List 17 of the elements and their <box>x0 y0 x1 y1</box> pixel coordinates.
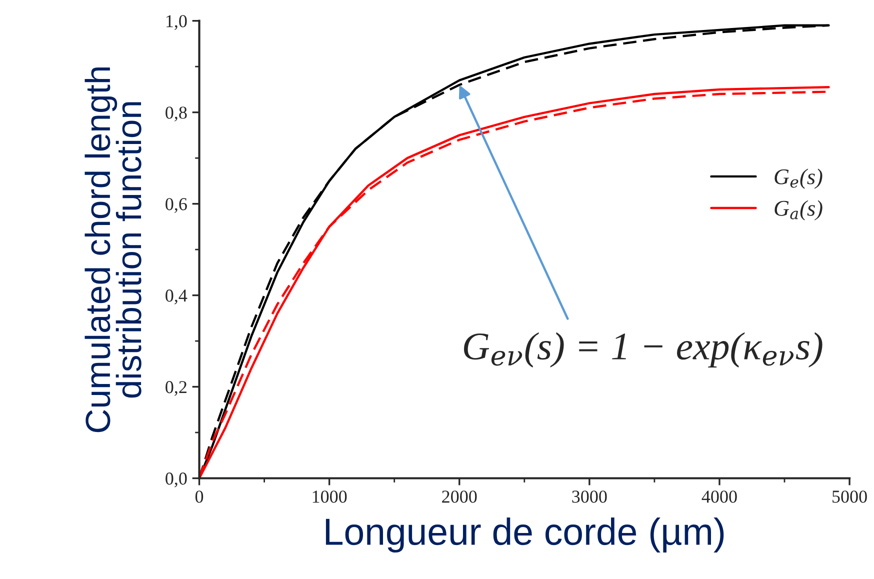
legend-label: G$_{e}$(s) <box>774 168 822 189</box>
x-tick-label: 2000 <box>442 490 477 503</box>
y-tick-label: 0,0 <box>166 472 187 488</box>
legend-label: G$_{a}$(s) <box>774 200 822 220</box>
y-tick-label: 0,2 <box>166 381 186 396</box>
y-axis-title: Cumulated chord length distribution function <box>84 67 142 432</box>
x-axis-title: Longueur de corde (µm) <box>326 518 724 552</box>
x-tick-label: 5000 <box>832 490 867 503</box>
x-tick-label: 4000 <box>702 490 737 503</box>
y-tick-label: 1,0 <box>166 15 187 30</box>
y-tick-label: 0,8 <box>166 106 187 122</box>
y-tick-label: 0,4 <box>166 290 188 304</box>
annotation: G$_{eν}$(s) = 1 − exp(κ$_{eν}$s) <box>464 332 822 368</box>
x-tick-label: 3000 <box>572 490 607 503</box>
y-tick-label: 0,6 <box>166 198 187 213</box>
x-tick-label: 0 <box>195 490 204 503</box>
x-tick-label: 1000 <box>312 490 347 503</box>
